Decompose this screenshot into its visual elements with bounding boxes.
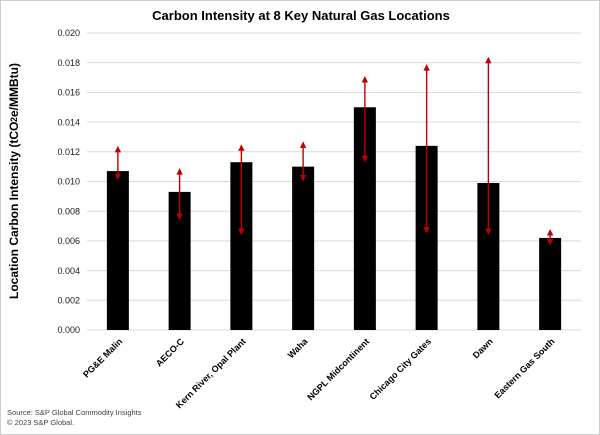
error-bar-cap-top <box>114 145 122 153</box>
error-bar-cap-bottom <box>546 238 554 246</box>
x-tick-label: Eastern Gas South <box>493 336 557 400</box>
error-bar-cap-top <box>238 144 245 151</box>
error-bar-cap-bottom <box>176 213 183 221</box>
y-tick-label: 0.016 <box>57 88 80 98</box>
x-tick-label: AECO-C <box>154 336 187 369</box>
x-tick-label: Kern River, Opal Plant <box>174 336 248 410</box>
y-tick-label: 0.004 <box>57 266 80 276</box>
bar <box>477 182 500 330</box>
copyright-line: © 2023 S&P Global. <box>7 417 75 427</box>
bar <box>353 107 376 330</box>
x-tick-label: Waha <box>286 336 311 361</box>
error-bar-cap-top <box>361 76 369 83</box>
error-bar-cap-top <box>176 168 183 175</box>
y-tick-label: 0.008 <box>57 206 80 216</box>
error-bar-cap-bottom <box>114 173 122 181</box>
source-line: Source: S&P Global Commodity Insights <box>7 407 142 417</box>
error-bar-cap-top <box>546 228 554 236</box>
error-bar-cap-top <box>299 141 307 148</box>
error-bar-cap-top <box>485 56 492 64</box>
y-tick-label: 0.010 <box>57 177 80 187</box>
y-tick-label: 0.020 <box>57 28 80 38</box>
bar <box>292 166 315 330</box>
y-tick-label: 0.012 <box>57 147 80 157</box>
error-bar-cap-top <box>423 64 430 71</box>
source-note: Source: S&P Global Commodity Insights © … <box>7 408 142 428</box>
x-tick-label: Chicago City Gates <box>368 336 433 401</box>
error-bar-cap-bottom <box>485 228 492 236</box>
y-tick-label: 0.006 <box>57 236 80 246</box>
error-bar-cap-bottom <box>423 227 430 234</box>
error-bar-cap-bottom <box>238 228 245 236</box>
bar <box>168 191 191 330</box>
bar <box>106 171 129 330</box>
bar <box>415 145 438 330</box>
y-tick-label: 0.018 <box>57 58 80 68</box>
y-tick-label: 0.002 <box>57 296 80 306</box>
x-tick-label: NGPL Midcontinent <box>305 336 371 402</box>
y-tick-label: 0.014 <box>57 117 80 127</box>
error-bar-cap-bottom <box>361 155 369 163</box>
error-bar-cap-bottom <box>299 175 307 182</box>
x-tick-label: PG&E Malin <box>81 336 124 379</box>
x-tick-label: Dawn <box>471 336 495 360</box>
chart-title: Carbon Intensity at 8 Key Natural Gas Lo… <box>152 8 450 23</box>
bar <box>539 237 562 330</box>
y-tick-label: 0.000 <box>57 325 80 335</box>
bar <box>230 162 253 330</box>
